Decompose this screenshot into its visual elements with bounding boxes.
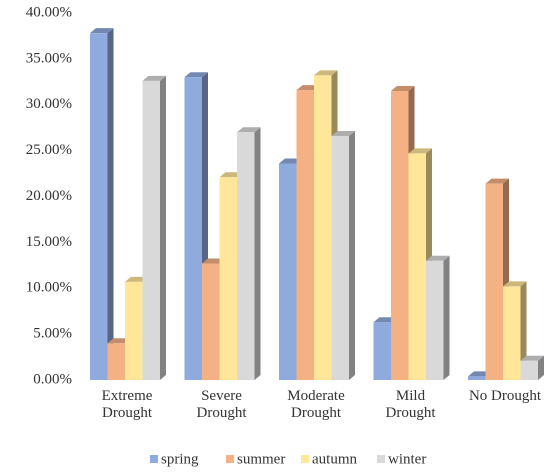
bar-top [391, 85, 415, 91]
bar-side [254, 127, 261, 381]
bar [90, 33, 108, 381]
bar-side [443, 255, 450, 380]
bar [373, 322, 391, 380]
bar-top [331, 130, 355, 136]
x-tick-label: Moderate Drought [287, 388, 345, 421]
y-tick-label: 40.00% [26, 4, 72, 20]
bar-top [314, 70, 338, 76]
bar [296, 90, 314, 380]
y-tick-label: 30.00% [26, 96, 72, 112]
bar-top [237, 127, 261, 133]
legend-label: summer [237, 451, 285, 467]
bar [391, 90, 409, 381]
y-tick-label: 0.00% [33, 371, 72, 387]
bar-top [408, 148, 432, 154]
bar [125, 281, 143, 380]
bar [202, 263, 220, 380]
bar-top [426, 255, 450, 261]
bar [485, 183, 503, 380]
x-tick-label: Mild Drought [385, 388, 436, 421]
bar-top [184, 72, 208, 78]
bar [237, 132, 255, 380]
bar-top [485, 178, 509, 184]
bar-side [160, 75, 166, 381]
bar [107, 343, 125, 380]
x-tick-label: Severe Drought [196, 388, 247, 421]
x-tick-label: No Drought [468, 388, 542, 404]
legend-label: winter [388, 451, 426, 467]
legend-label: spring [161, 451, 199, 467]
bar-top [520, 355, 544, 361]
x-tick-label: Extreme Drought [101, 388, 153, 421]
bar-side [520, 281, 527, 380]
legend-swatch [226, 455, 234, 463]
y-tick-label: 5.00% [33, 326, 72, 342]
bar-top [142, 75, 166, 81]
legend-swatch [301, 455, 309, 463]
bar-side [107, 28, 114, 381]
bar-top [90, 28, 114, 34]
bar [219, 177, 237, 380]
bar-side [349, 130, 355, 380]
bar [331, 135, 349, 380]
bar [279, 163, 297, 380]
bar [408, 153, 426, 380]
bar [520, 360, 538, 380]
bar-side [538, 355, 544, 380]
bar [426, 260, 444, 380]
bar [468, 376, 486, 380]
y-tick-label: 10.00% [26, 280, 72, 296]
bar [503, 286, 521, 380]
bar-top [503, 281, 527, 287]
bar [314, 75, 332, 380]
legend-label: autumn [312, 451, 357, 467]
legend-swatch [150, 455, 158, 463]
y-tick-label: 35.00% [26, 50, 72, 66]
y-tick-label: 20.00% [26, 188, 72, 204]
bar [142, 80, 160, 381]
y-tick-label: 25.00% [26, 142, 72, 158]
bar [184, 77, 202, 380]
y-tick-label: 15.00% [26, 234, 72, 250]
legend-swatch [377, 455, 385, 463]
